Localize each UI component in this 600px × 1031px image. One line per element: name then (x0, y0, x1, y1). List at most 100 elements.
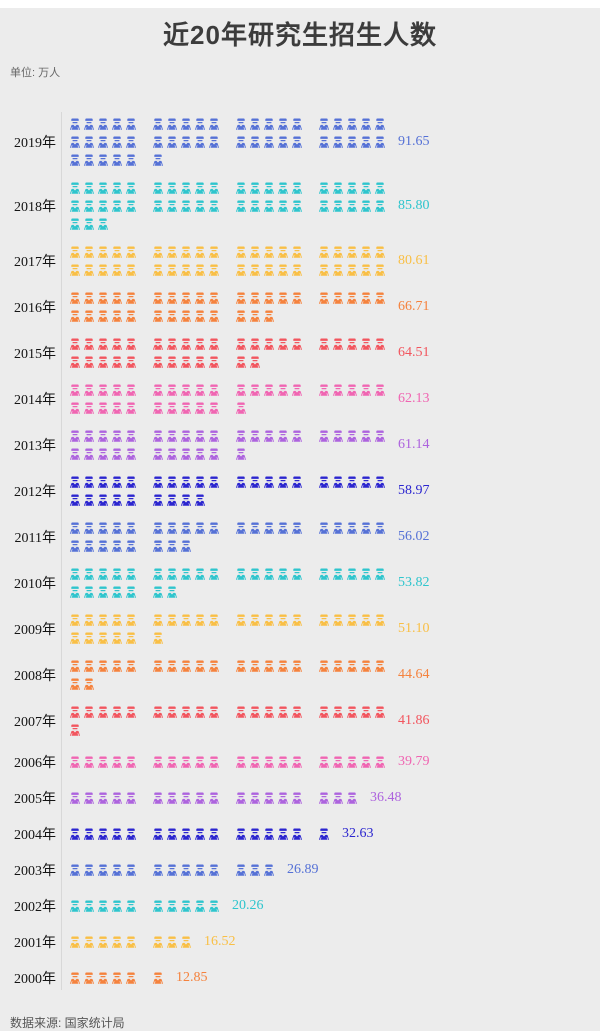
person-icon (346, 246, 358, 258)
icon-group (69, 678, 95, 690)
person-icon (332, 200, 344, 212)
icon-group (318, 136, 386, 148)
person-icon (277, 182, 289, 194)
icon-line (69, 972, 164, 984)
person-icon (346, 792, 358, 804)
person-icon (111, 430, 123, 442)
person-icon (291, 568, 303, 580)
person-icon (111, 936, 123, 948)
person-icon (83, 756, 95, 768)
person-icon (125, 182, 137, 194)
person-icon (332, 292, 344, 304)
person-icon (111, 338, 123, 350)
value-label: 16.52 (204, 934, 236, 949)
person-icon (263, 614, 275, 626)
person-icon (249, 614, 261, 626)
icon-line (69, 384, 386, 396)
person-icon (125, 586, 137, 598)
person-icon (235, 338, 247, 350)
person-icon (83, 154, 95, 166)
icon-block (69, 828, 330, 840)
icon-group (69, 218, 109, 230)
person-icon (69, 756, 81, 768)
person-icon (125, 494, 137, 506)
year-label: 2009年 (14, 623, 56, 638)
icon-block (69, 756, 386, 768)
person-icon (111, 540, 123, 552)
icon-group (69, 792, 137, 804)
person-icon (208, 448, 220, 460)
icon-group (152, 118, 220, 130)
person-icon (152, 614, 164, 626)
person-icon (97, 264, 109, 276)
icon-group (318, 660, 386, 672)
person-icon (263, 476, 275, 488)
data-source-label: 数据来源: 国家统计局 (10, 1016, 125, 1030)
person-icon (235, 614, 247, 626)
person-icon (360, 384, 372, 396)
icon-line (69, 154, 386, 166)
icon-group (69, 154, 137, 166)
person-icon (152, 568, 164, 580)
icon-block (69, 522, 386, 552)
person-icon (249, 864, 261, 876)
person-icon (235, 292, 247, 304)
icon-group (235, 136, 303, 148)
person-icon (249, 706, 261, 718)
icon-line (69, 540, 386, 552)
person-icon (318, 756, 330, 768)
person-icon (180, 522, 192, 534)
person-icon (318, 614, 330, 626)
icon-group (69, 494, 137, 506)
icon-line (69, 900, 220, 912)
person-icon (152, 706, 164, 718)
icon-line (69, 310, 386, 322)
icon-group (152, 246, 220, 258)
person-icon (332, 182, 344, 194)
person-icon (249, 338, 261, 350)
icon-line (69, 338, 386, 350)
person-icon (194, 356, 206, 368)
icon-line (69, 494, 386, 506)
person-icon (83, 792, 95, 804)
person-icon (360, 200, 372, 212)
person-icon (332, 614, 344, 626)
icon-group (152, 660, 220, 672)
person-icon (291, 660, 303, 672)
person-icon (291, 338, 303, 350)
person-icon (97, 540, 109, 552)
person-icon (69, 792, 81, 804)
person-icon (291, 292, 303, 304)
person-icon (194, 448, 206, 460)
person-icon (235, 756, 247, 768)
person-icon (83, 568, 95, 580)
person-icon (180, 246, 192, 258)
person-icon (152, 310, 164, 322)
icon-group (318, 384, 386, 396)
person-icon (249, 476, 261, 488)
person-icon (83, 356, 95, 368)
person-icon (208, 402, 220, 414)
person-icon (97, 792, 109, 804)
person-icon (166, 182, 178, 194)
person-icon (83, 522, 95, 534)
person-icon (166, 356, 178, 368)
person-icon (111, 118, 123, 130)
icon-line (69, 724, 386, 736)
person-icon (69, 568, 81, 580)
person-icon (277, 568, 289, 580)
person-icon (360, 706, 372, 718)
icon-group (152, 292, 220, 304)
person-icon (263, 246, 275, 258)
person-icon (291, 706, 303, 718)
person-icon (318, 792, 330, 804)
icon-group (235, 476, 303, 488)
person-icon (166, 448, 178, 460)
value-label: 26.89 (287, 862, 319, 877)
person-icon (208, 792, 220, 804)
icon-block (69, 118, 386, 166)
person-icon (263, 792, 275, 804)
person-icon (83, 476, 95, 488)
person-icon (111, 522, 123, 534)
person-icon (166, 494, 178, 506)
